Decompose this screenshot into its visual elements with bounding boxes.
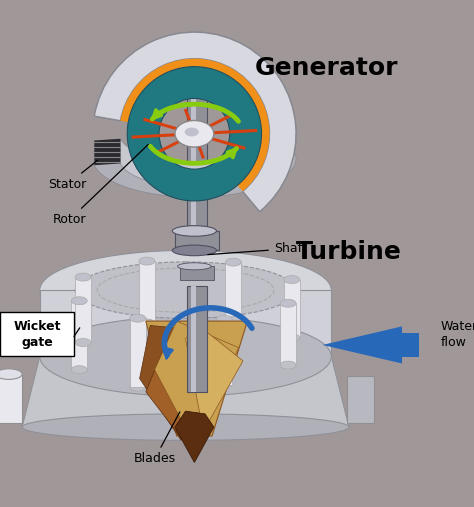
Ellipse shape (139, 257, 155, 265)
Ellipse shape (75, 262, 296, 318)
Ellipse shape (284, 334, 300, 342)
Polygon shape (243, 112, 267, 149)
Ellipse shape (0, 369, 22, 379)
Ellipse shape (71, 366, 87, 374)
Ellipse shape (75, 339, 91, 346)
Text: Turbine: Turbine (296, 240, 402, 264)
FancyBboxPatch shape (191, 286, 196, 392)
Ellipse shape (71, 297, 87, 305)
FancyBboxPatch shape (284, 279, 300, 338)
Ellipse shape (22, 414, 349, 441)
Ellipse shape (139, 319, 155, 327)
Ellipse shape (216, 381, 232, 388)
FancyBboxPatch shape (216, 319, 232, 385)
FancyBboxPatch shape (280, 303, 296, 365)
Ellipse shape (284, 276, 300, 283)
Ellipse shape (130, 383, 146, 391)
FancyBboxPatch shape (226, 262, 241, 320)
FancyBboxPatch shape (191, 47, 196, 374)
FancyBboxPatch shape (75, 277, 91, 343)
Polygon shape (94, 104, 296, 197)
Polygon shape (140, 325, 199, 441)
FancyBboxPatch shape (185, 39, 209, 51)
Polygon shape (155, 321, 238, 445)
Text: Generator: Generator (255, 56, 399, 80)
Text: Wicket
gate: Wicket gate (13, 320, 61, 349)
Ellipse shape (172, 245, 217, 256)
Polygon shape (347, 376, 374, 423)
FancyBboxPatch shape (402, 333, 438, 357)
Text: Stator: Stator (49, 160, 98, 191)
Polygon shape (146, 321, 247, 436)
Wedge shape (120, 59, 270, 191)
Wedge shape (94, 32, 296, 211)
Polygon shape (94, 139, 120, 165)
FancyBboxPatch shape (180, 266, 214, 280)
Ellipse shape (183, 34, 206, 43)
Wedge shape (94, 32, 296, 211)
Ellipse shape (183, 45, 206, 53)
Text: Water
flow: Water flow (441, 320, 474, 349)
Polygon shape (185, 325, 243, 431)
Ellipse shape (226, 316, 241, 324)
FancyBboxPatch shape (187, 47, 207, 374)
Ellipse shape (280, 361, 296, 369)
Ellipse shape (175, 121, 214, 147)
FancyBboxPatch shape (130, 318, 146, 387)
FancyBboxPatch shape (175, 231, 219, 250)
Polygon shape (146, 339, 212, 449)
Polygon shape (22, 356, 349, 427)
Polygon shape (175, 411, 214, 462)
Ellipse shape (280, 299, 296, 307)
Polygon shape (0, 374, 22, 423)
Text: Rotor: Rotor (53, 144, 148, 226)
Ellipse shape (226, 258, 241, 266)
Polygon shape (322, 327, 402, 364)
Ellipse shape (216, 315, 232, 323)
Text: Shaft: Shaft (208, 242, 307, 255)
Polygon shape (260, 104, 291, 145)
Wedge shape (127, 66, 262, 201)
FancyBboxPatch shape (40, 290, 331, 356)
Polygon shape (120, 112, 270, 187)
Ellipse shape (40, 317, 331, 396)
Ellipse shape (75, 273, 91, 281)
Ellipse shape (185, 128, 199, 136)
Ellipse shape (40, 250, 331, 330)
FancyBboxPatch shape (71, 301, 87, 370)
Ellipse shape (178, 263, 211, 270)
FancyBboxPatch shape (0, 312, 74, 356)
FancyBboxPatch shape (139, 261, 155, 323)
Text: Blades: Blades (134, 412, 180, 465)
FancyBboxPatch shape (187, 286, 207, 392)
Ellipse shape (172, 226, 217, 236)
Ellipse shape (130, 314, 146, 322)
